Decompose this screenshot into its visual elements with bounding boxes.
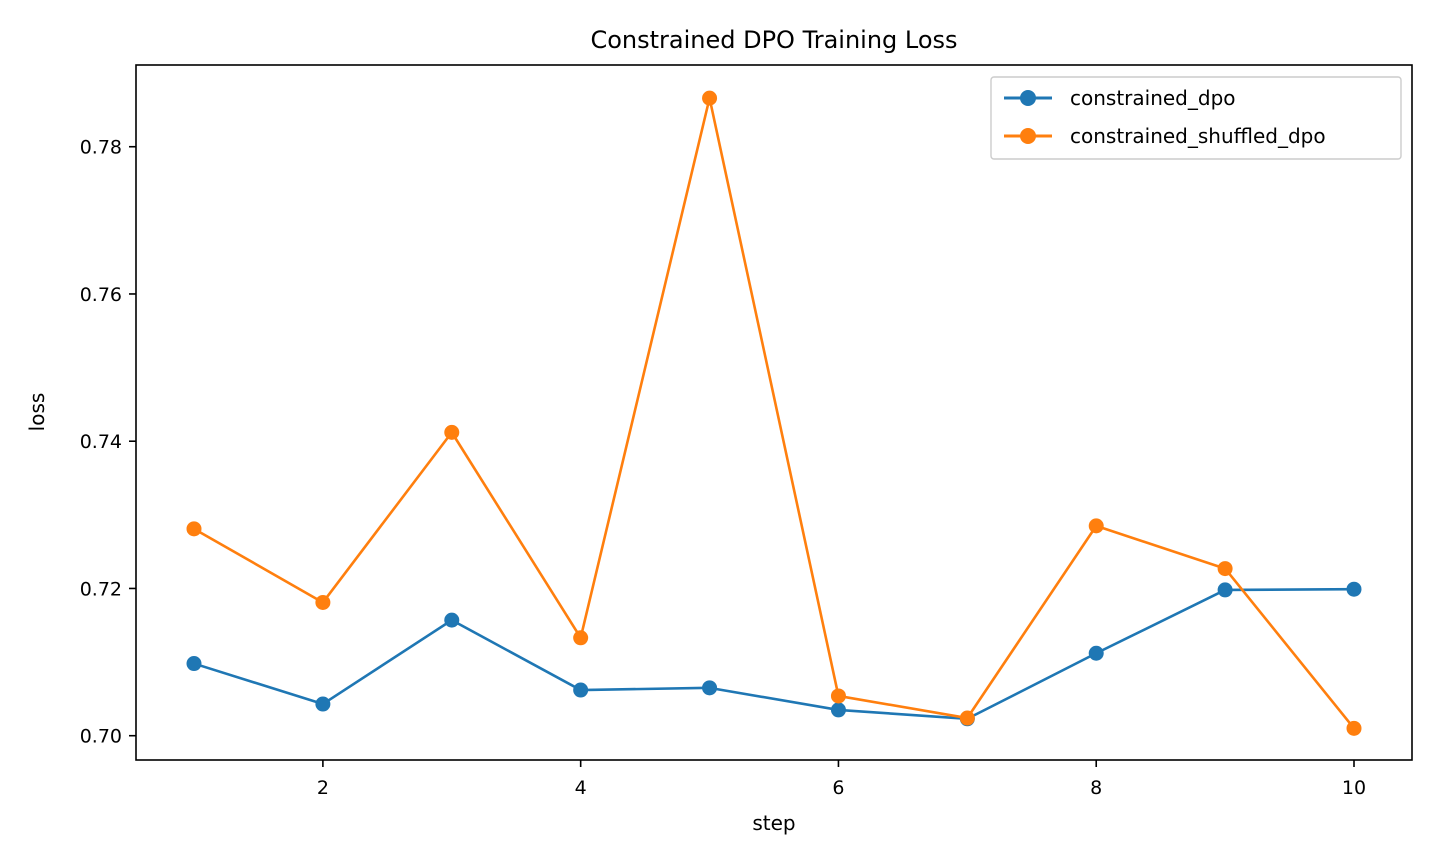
plot-frame	[135, 64, 1413, 761]
data-point-constrained-shuffled-dpo	[186, 521, 202, 537]
legend-box	[990, 76, 1402, 160]
data-point-constrained-shuffled-dpo	[573, 630, 589, 646]
x-axis-label: step	[752, 811, 795, 835]
data-point-constrained-shuffled-dpo	[315, 594, 331, 610]
data-point-constrained-shuffled-dpo	[1346, 720, 1362, 736]
y-axis-label: loss	[25, 393, 49, 432]
data-point-constrained-dpo	[830, 702, 846, 718]
legend-marker-constrained-dpo	[1020, 90, 1036, 106]
x-tick-label: 8	[1090, 777, 1102, 799]
y-tick-label: 0.76	[80, 284, 122, 306]
data-point-constrained-shuffled-dpo	[1088, 518, 1104, 534]
data-point-constrained-shuffled-dpo	[1217, 561, 1233, 577]
x-tick-label: 10	[1342, 777, 1366, 799]
data-point-constrained-dpo	[573, 682, 589, 698]
legend-label-constrained-dpo: constrained_dpo	[1070, 86, 1236, 110]
series-line-constrained-dpo	[193, 587, 1355, 721]
data-point-constrained-dpo	[1346, 581, 1362, 597]
legend-label-constrained-shuffled-dpo: constrained_shuffled_dpo	[1070, 124, 1326, 148]
data-point-constrained-dpo	[1217, 582, 1233, 598]
x-axis: 2 4 6 8 10	[317, 760, 1366, 799]
y-tick-label: 0.70	[80, 726, 122, 748]
series-layer	[186, 90, 1362, 736]
data-point-constrained-dpo	[186, 656, 202, 672]
y-tick-label: 0.78	[80, 137, 122, 159]
x-tick-label: 4	[575, 777, 587, 799]
series-line-constrained-shuffled-dpo	[193, 96, 1356, 730]
data-point-constrained-shuffled-dpo	[444, 424, 460, 440]
data-point-constrained-dpo	[702, 680, 718, 696]
data-point-constrained-shuffled-dpo	[702, 90, 718, 106]
chart-title: Constrained DPO Training Loss	[590, 26, 957, 54]
legend-marker-constrained-shuffled-dpo	[1020, 128, 1036, 144]
y-tick-label: 0.74	[80, 431, 122, 453]
x-tick-label: 6	[832, 777, 844, 799]
data-point-constrained-dpo	[315, 696, 331, 712]
data-point-constrained-dpo	[1088, 645, 1104, 661]
data-point-constrained-shuffled-dpo	[830, 688, 846, 704]
y-tick-label: 0.72	[80, 578, 122, 600]
legend: constrained_dpo constrained_shuffled_dpo	[990, 76, 1402, 160]
data-point-constrained-shuffled-dpo	[959, 710, 975, 726]
y-axis: 0.70 0.72 0.74 0.76 0.78	[80, 137, 136, 748]
x-tick-label: 2	[317, 777, 329, 799]
data-point-constrained-dpo	[444, 612, 460, 628]
